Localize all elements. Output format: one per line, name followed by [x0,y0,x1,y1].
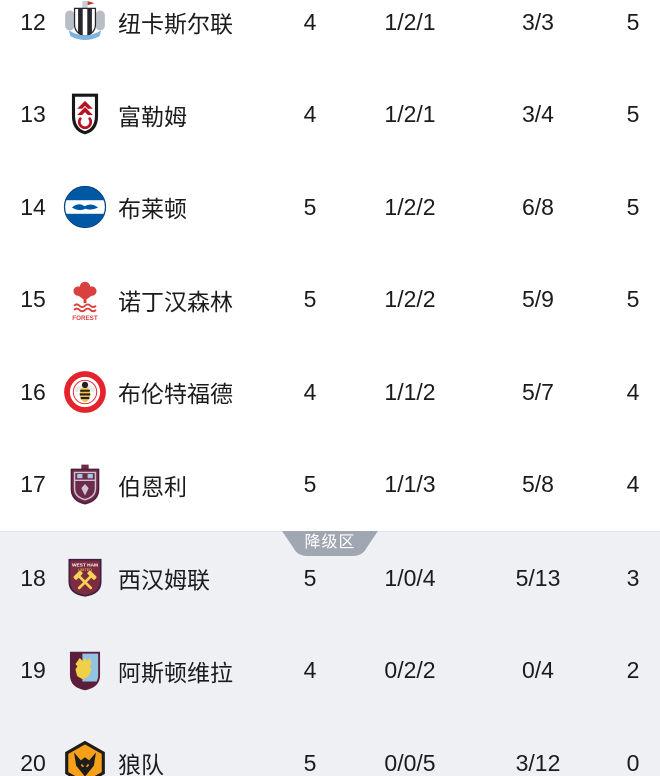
win-draw-loss: 1/2/1 [384,101,436,128]
relegation-badge-shape [282,531,378,556]
svg-text:UNITED: UNITED [78,568,92,572]
wolves-logo [62,740,108,776]
points: 4 [626,471,640,498]
win-draw-loss: 1/2/2 [384,286,436,313]
matches-played: 4 [303,378,317,405]
relegation-zone-section: 降级区 18 WEST HAM UNITED 西汉姆联 5 1/0/4 5/13 … [0,531,660,776]
rank-number: 13 [20,101,46,128]
win-draw-loss: 1/1/3 [384,471,436,498]
team-name: 狼队 [118,752,164,776]
goals-for-against: 0/4 [522,657,554,684]
svg-text:WEST HAM: WEST HAM [72,563,98,569]
win-draw-loss: 1/1/2 [384,378,436,405]
matches-played: 4 [303,101,317,128]
table-row-12[interactable]: 12 纽卡斯尔联 4 1/2/1 3/3 5 [0,0,660,69]
win-draw-loss: 1/2/2 [384,193,436,220]
table-row-20[interactable]: 20 狼队 5 0/0/5 3/12 0 [0,717,660,776]
matches-played: 5 [303,471,317,498]
win-draw-loss: 0/2/2 [384,657,436,684]
mid-table-section: 12 纽卡斯尔联 4 1/2/1 3/3 5 13 富勒姆 4 1/2/1 3/… [0,0,660,532]
goals-for-against: 5/8 [522,471,554,498]
win-draw-loss: 1/0/4 [384,564,436,591]
matches-played: 5 [303,749,317,776]
table-row-18[interactable]: 18 WEST HAM UNITED 西汉姆联 5 1/0/4 5/13 3 [0,532,660,625]
matches-played: 4 [303,657,317,684]
rank-number: 19 [20,657,46,684]
rank-number: 18 [20,564,46,591]
goals-for-against: 3/4 [522,101,554,128]
goals-for-against: 3/12 [515,749,561,776]
fulham-logo [62,92,108,138]
goals-for-against: 5/7 [522,378,554,405]
team-name: 伯恩利 [118,473,187,500]
forest-logo: FOREST [62,277,108,323]
team-name: 纽卡斯尔联 [118,11,233,38]
team-name: 富勒姆 [118,103,187,130]
table-row-16[interactable]: 16 布伦特福德 4 1/1/2 5/7 4 [0,346,660,439]
team-name: 布莱顿 [118,196,187,223]
points: 4 [626,378,640,405]
win-draw-loss: 1/2/1 [384,8,436,35]
points: 5 [626,193,640,220]
goals-for-against: 3/3 [522,8,554,35]
team-name: 西汉姆联 [118,567,210,594]
westham-logo: WEST HAM UNITED [62,555,108,601]
win-draw-loss: 0/0/5 [384,749,436,776]
burnley-logo [62,462,108,508]
team-name: 阿斯顿维拉 [118,659,233,686]
relegation-zone-badge: 降级区 [282,531,378,556]
table-row-17[interactable]: 17 伯恩利 5 1/1/3 5/8 4 [0,439,660,532]
matches-played: 5 [303,286,317,313]
points: 5 [626,101,640,128]
goals-for-against: 6/8 [522,193,554,220]
goals-for-against: 5/9 [522,286,554,313]
table-row-13[interactable]: 13 富勒姆 4 1/2/1 3/4 5 [0,69,660,162]
team-name: 布伦特福德 [118,381,233,408]
points: 5 [626,286,640,313]
newcastle-logo [62,0,108,45]
svg-text:FOREST: FOREST [72,315,98,322]
goals-for-against: 5/13 [515,564,561,591]
matches-played: 4 [303,8,317,35]
table-row-19[interactable]: 19 阿斯顿维拉 4 0/2/2 0/4 2 [0,625,660,718]
matches-played: 5 [303,564,317,591]
relegation-zone-label: 降级区 [304,534,356,551]
rank-number: 20 [20,749,46,776]
rank-number: 12 [20,8,46,35]
rank-number: 14 [20,193,46,220]
matches-played: 5 [303,193,317,220]
table-row-15[interactable]: 15 FOREST 诺丁汉森林 5 1/2/2 5/9 5 [0,254,660,347]
points: 5 [626,8,640,35]
team-name: 诺丁汉森林 [118,288,233,315]
rank-number: 15 [20,286,46,313]
table-row-14[interactable]: 14 布莱顿 5 1/2/2 6/8 5 [0,161,660,254]
points: 3 [626,564,640,591]
rank-number: 17 [20,471,46,498]
brentford-logo [62,369,108,415]
points: 0 [626,749,640,776]
brighton-logo [62,184,108,230]
astonvilla-logo [62,648,108,694]
rank-number: 16 [20,378,46,405]
points: 2 [626,657,640,684]
